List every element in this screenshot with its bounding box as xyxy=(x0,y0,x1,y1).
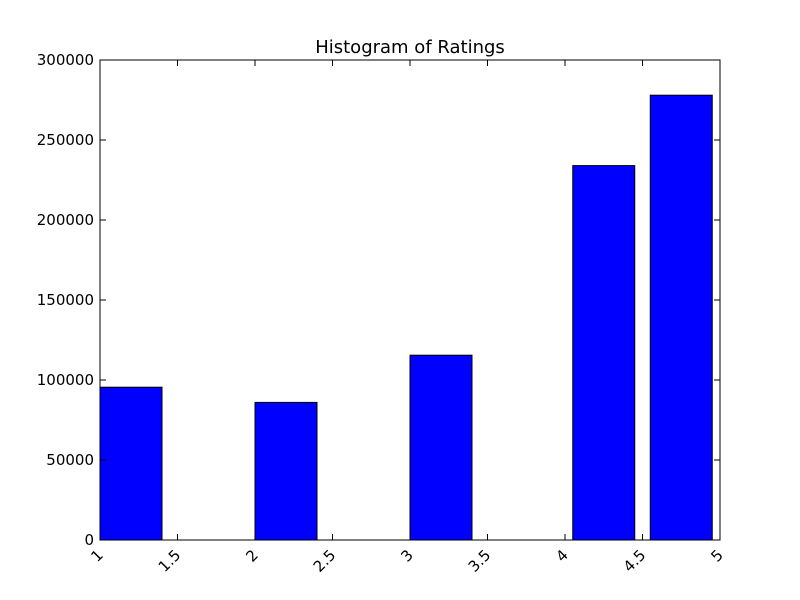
histogram-bar xyxy=(649,94,713,541)
histogram-bar xyxy=(99,386,163,541)
histogram-bar xyxy=(409,354,473,541)
y-tick-label: 100000 xyxy=(37,371,94,389)
y-tick-label: 200000 xyxy=(37,211,94,229)
y-tick-label: 0 xyxy=(84,531,94,549)
y-axis: 0 50000 100000 150000 200000 250000 300000 xyxy=(37,51,720,549)
x-tick-label: 1.5 xyxy=(155,546,185,576)
x-tick-label: 4 xyxy=(552,546,571,565)
x-tick-label: 3 xyxy=(397,546,416,565)
y-tick-label: 250000 xyxy=(37,131,94,149)
bars-group xyxy=(99,94,713,541)
y-tick-label: 50000 xyxy=(46,451,94,469)
histogram-bar xyxy=(254,401,318,541)
chart-title: Histogram of Ratings xyxy=(315,37,505,58)
x-tick-label: 1 xyxy=(87,546,106,565)
x-tick-label: 5 xyxy=(707,546,726,565)
y-tick-label: 300000 xyxy=(37,51,94,69)
x-tick-label: 3.5 xyxy=(465,546,495,576)
x-tick-label: 4.5 xyxy=(620,546,650,576)
x-tick-label: 2.5 xyxy=(310,546,340,576)
y-tick-label: 150000 xyxy=(37,291,94,309)
histogram-bar xyxy=(572,165,636,541)
x-tick-label: 2 xyxy=(242,546,261,565)
